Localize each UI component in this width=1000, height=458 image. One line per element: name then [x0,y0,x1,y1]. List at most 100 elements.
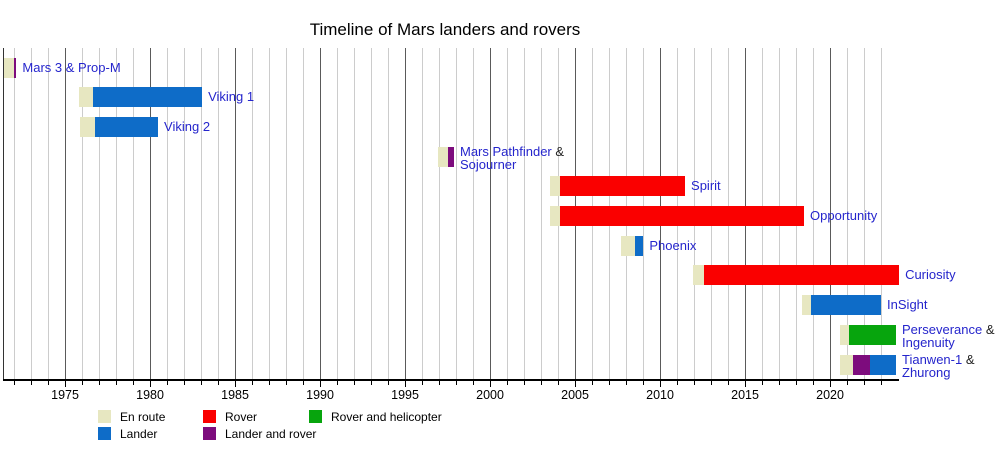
axis-tick-2007 [609,381,611,385]
mission-label-text[interactable]: Zhurong [902,365,951,380]
axis-tick-2014 [728,381,730,385]
bar-segment-rover_helicopter [849,324,896,345]
axis-tick-1989 [303,381,305,385]
mission-label-text[interactable]: Spirit [691,178,721,194]
axis-tick-2016 [762,381,764,385]
axis-tick-label-1990: 1990 [306,388,334,402]
axis-tick-2000 [490,381,492,387]
mission-label-viking-1[interactable]: Viking 1 [208,87,254,107]
axis-tick-2008 [626,381,628,385]
gridline-1984 [218,48,220,380]
axis-tick-1985 [235,381,237,387]
gridline-1996 [422,48,424,380]
axis-tick-1990 [320,381,322,387]
axis-tick-1982 [184,381,186,385]
bar-segment-lander_rover [13,57,17,78]
gridline-1975 [65,48,67,380]
gridline-1993 [371,48,373,380]
gridline-1973 [31,48,33,380]
axis-tick-2009 [643,381,645,385]
gridline-1983 [201,48,203,380]
bar-segment-en_route [80,116,95,137]
mission-label-mars-3-prop-m[interactable]: Mars 3 & Prop-M [22,58,120,78]
axis-tick-2006 [592,381,594,385]
gridline-1985 [235,48,237,380]
bar-segment-lander_rover [853,354,870,375]
mission-label-insight[interactable]: InSight [887,295,927,315]
gridline-1994 [388,48,390,380]
mission-label-text[interactable]: InSight [887,297,928,313]
bar-segment-lander [635,235,644,256]
mission-label-text[interactable]: Ingenuity [902,335,955,351]
gridline-1987 [269,48,271,380]
mission-label-text[interactable]: Opportunity [810,208,878,223]
axis-tick-1995 [405,381,407,387]
axis-tick-2012 [694,381,696,385]
mission-label-perseverance-ingenuity[interactable]: Perseverance & Ingenuity [902,323,995,350]
bar-segment-rover [704,265,900,286]
gridline-2019 [813,48,815,380]
gridline-1980 [150,48,152,380]
mission-label-mars-pathfinder-sojourner[interactable]: Mars Pathfinder & Sojourner [460,143,564,173]
axis-tick-1978 [116,381,118,385]
legend-label-rover_helicopter: Rover and helicopter [331,410,442,424]
axis-tick-2004 [558,381,560,385]
axis-tick-1973 [31,381,33,385]
mission-label-text[interactable]: Perseverance [902,321,983,337]
legend-label-lander_rover: Lander and rover [225,427,317,441]
legend-swatch-rover [203,410,216,423]
gridline-2000 [490,48,492,380]
mission-label-tianwen-1-zhurong[interactable]: Tianwen-1 & Zhurong [902,351,975,380]
gridline-1998 [456,48,458,380]
gridline-2022 [864,48,866,380]
mission-label-text[interactable]: Tianwen-1 [902,351,963,367]
axis-tick-1980 [150,381,152,387]
mission-label-spirit[interactable]: Spirit [691,176,721,196]
axis-tick-label-1985: 1985 [221,388,249,402]
legend-label-en_route: En route [120,410,166,424]
axis-tick-1993 [371,381,373,385]
axis-tick-2010 [660,381,662,387]
mission-label-text[interactable]: Sojourner [460,157,517,173]
axis-tick-2013 [711,381,713,385]
axis-tick-1994 [388,381,390,385]
mission-label-text[interactable]: Viking 2 [164,118,211,134]
mission-label-text[interactable]: Mars 3 & Prop-M [22,59,121,75]
axis-tick-1998 [456,381,458,385]
gridline-2002 [524,48,526,380]
mission-label-curiosity[interactable]: Curiosity [905,265,956,285]
axis-tick-2020 [830,381,832,387]
gridline-1988 [286,48,288,380]
gridline-1981 [167,48,169,380]
mission-label-text[interactable]: Viking 1 [208,89,255,105]
legend-swatch-rover_helicopter [309,410,322,423]
axis-tick-2022 [864,381,866,385]
plot-left-border [3,48,4,380]
bar-segment-rover [560,206,805,226]
axis-tick-1983 [201,381,203,385]
axis-tick-label-2005: 2005 [561,388,589,402]
legend-swatch-lander_rover [203,427,216,440]
x-axis-line [3,379,900,381]
axis-tick-2018 [796,381,798,385]
mission-label-phoenix[interactable]: Phoenix [649,236,696,256]
mission-label-text[interactable]: Curiosity [905,267,956,283]
axis-tick-1975 [65,381,67,387]
legend-swatch-lander [98,427,111,440]
gridline-1989 [303,48,305,380]
bar-segment-en_route [78,87,94,108]
gridline-1979 [133,48,135,380]
bar-segment-en_route [550,206,561,226]
mission-label-text[interactable]: Mars Pathfinder [460,143,552,159]
axis-tick-1996 [422,381,424,385]
mission-label-viking-2[interactable]: Viking 2 [164,117,210,137]
axis-tick-1984 [218,381,220,385]
gridline-1991 [337,48,339,380]
mission-label-text[interactable]: Phoenix [649,237,697,253]
axis-tick-label-2020: 2020 [816,388,844,402]
gridline-2021 [847,48,849,380]
mission-label-opportunity[interactable]: Opportunity [810,206,877,226]
axis-tick-1979 [133,381,135,385]
bar-segment-lander_rover [448,146,454,167]
